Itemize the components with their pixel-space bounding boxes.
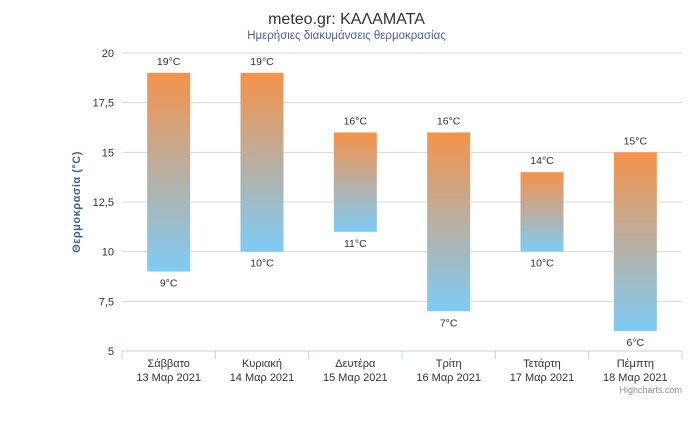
- credits-link[interactable]: Highcharts.com: [619, 385, 682, 395]
- min-temp-label: 10°C: [250, 258, 274, 270]
- max-temp-label: 16°C: [344, 115, 368, 127]
- grid-lines: [122, 52, 682, 352]
- x-tick-date: 17 Μαρ 2021: [510, 372, 575, 384]
- temperature-bar[interactable]: [613, 152, 657, 332]
- y-tick-label: 10: [102, 247, 114, 259]
- x-tick-date: 15 Μαρ 2021: [323, 372, 388, 384]
- y-tick-label: 17,5: [93, 98, 114, 110]
- y-tick-label: 15: [102, 147, 114, 159]
- x-tick-day: Πέμπτη: [617, 358, 654, 370]
- temperature-bar[interactable]: [520, 172, 564, 252]
- y-tick-label: 12,5: [93, 197, 114, 209]
- min-temp-label: 6°C: [627, 337, 645, 349]
- y-tick-label: 20: [102, 48, 114, 60]
- chart-title: meteo.gr: ΚΑΛΑΜΑΤΑ: [268, 11, 425, 28]
- x-tick-date: 16 Μαρ 2021: [416, 372, 481, 384]
- max-temp-label: 19°C: [157, 56, 181, 68]
- y-axis-label: Θερμοκρασία (°C): [71, 151, 83, 253]
- min-temp-label: 10°C: [530, 258, 554, 270]
- min-temp-label: 9°C: [160, 278, 178, 290]
- chart-subtitle: Ημερήσιες διακυμάνσεις θερμοκρασίας: [247, 30, 446, 42]
- x-tick-date: 13 Μαρ 2021: [136, 372, 201, 384]
- temperature-bar[interactable]: [333, 132, 377, 232]
- temperature-bar[interactable]: [240, 72, 284, 252]
- min-temp-label: 7°C: [440, 317, 458, 329]
- max-temp-label: 19°C: [250, 56, 274, 68]
- x-axis: Σάββατο 13 Μαρ 2021 Κυριακή 14 Μαρ 2021 Δευτ…: [121, 351, 683, 384]
- y-tick-label: 5: [108, 346, 114, 358]
- x-tick-day: Δευτέρα: [335, 358, 376, 370]
- x-tick-day: Τρίτη: [436, 358, 462, 370]
- x-tick-day: Τετάρτη: [523, 358, 561, 370]
- x-tick-date: 18 Μαρ 2021: [603, 372, 668, 384]
- min-temp-label: 11°C: [344, 238, 367, 250]
- temperature-bar[interactable]: [427, 132, 471, 312]
- x-tick-date: 14 Μαρ 2021: [230, 372, 295, 384]
- temperature-bars: [147, 72, 657, 332]
- y-tick-label: 7,5: [99, 296, 114, 308]
- data-labels: 19°C 9°C 19°C 10°C 16°C 11°C 16°C 7°C 14°C 10°C 15…: [157, 56, 648, 349]
- temperature-bar[interactable]: [147, 72, 191, 272]
- x-tick-day: Κυριακή: [242, 358, 282, 370]
- y-axis-ticks: 5 7,5 10 12,5 15 17,5 20: [93, 48, 114, 358]
- x-tick-day: Σάββατο: [147, 358, 189, 370]
- max-temp-label: 15°C: [624, 135, 648, 147]
- max-temp-label: 14°C: [530, 155, 554, 167]
- max-temp-label: 16°C: [437, 115, 461, 127]
